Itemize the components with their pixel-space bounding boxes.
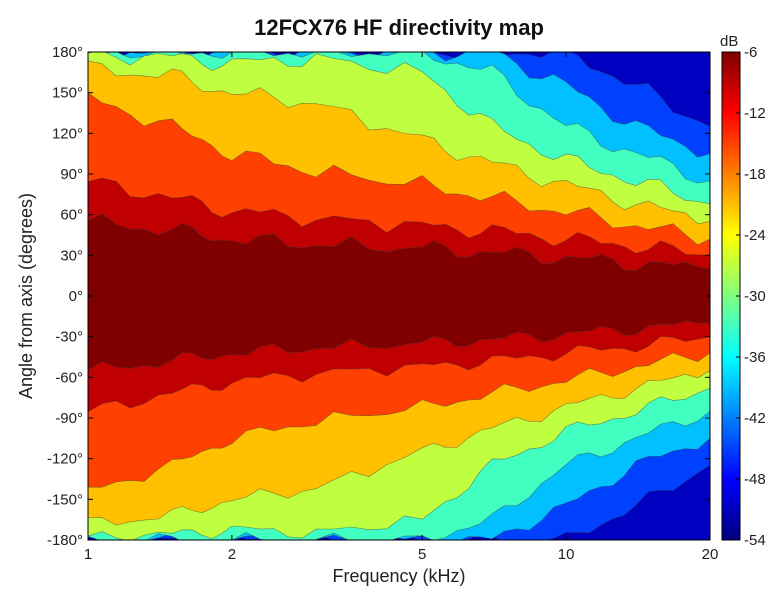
colorbar-tick-label: -54 [744,532,766,549]
y-tick-label: -120° [47,451,83,468]
y-tick-label: -180° [47,532,83,549]
x-tick-label: 2 [228,546,236,563]
y-tick-label: 180° [52,44,83,61]
colorbar-tick-label: -24 [744,227,766,244]
colorbar-tick-label: -42 [744,410,766,427]
x-axis-label: Frequency (kHz) [332,566,465,586]
y-tick-label: 120° [52,125,83,142]
x-tick-label: 5 [418,546,426,563]
chart-title: 12FCX76 HF directivity map [254,15,544,40]
x-axis: 1 2 5 10 20 [84,52,719,563]
y-axis-label: Angle from axis (degrees) [16,193,36,399]
colorbar-unit: dB [720,33,738,50]
colorbar-tick-label: -6 [744,44,757,61]
colorbar-tick-label: -36 [744,349,766,366]
colorbar-ticks: -6 -12 -18 -24 -30 -36 -42 -48 -54 [736,44,766,549]
colorbar-tick-label: -18 [744,166,766,183]
colorbar-tick-label: -12 [744,105,766,122]
x-tick-label: 10 [558,546,575,563]
plot-area [88,52,710,540]
y-tick-label: 150° [52,85,83,102]
y-tick-label: 90° [60,166,83,183]
colorbar-tick-label: -30 [744,288,766,305]
colorbar-tick-label: -48 [744,471,766,488]
y-tick-label: -90° [55,410,83,427]
y-tick-label: -60° [55,369,83,386]
colorbar: dB -6 -12 -18 -24 -30 -36 -42 -48 -54 [720,33,766,549]
y-axis: 180° 150° 120° 90° 60° 30° 0° -30° -60° -90° -120°… [47,44,710,549]
contour-band-minus-6 [88,213,710,371]
x-tick-label: 20 [702,546,719,563]
y-tick-label: 0° [69,288,83,305]
y-tick-label: -30° [55,329,83,346]
y-tick-label: 60° [60,207,83,224]
x-tick-label: 1 [84,546,92,563]
y-tick-label: 30° [60,247,83,264]
y-tick-label: -150° [47,491,83,508]
